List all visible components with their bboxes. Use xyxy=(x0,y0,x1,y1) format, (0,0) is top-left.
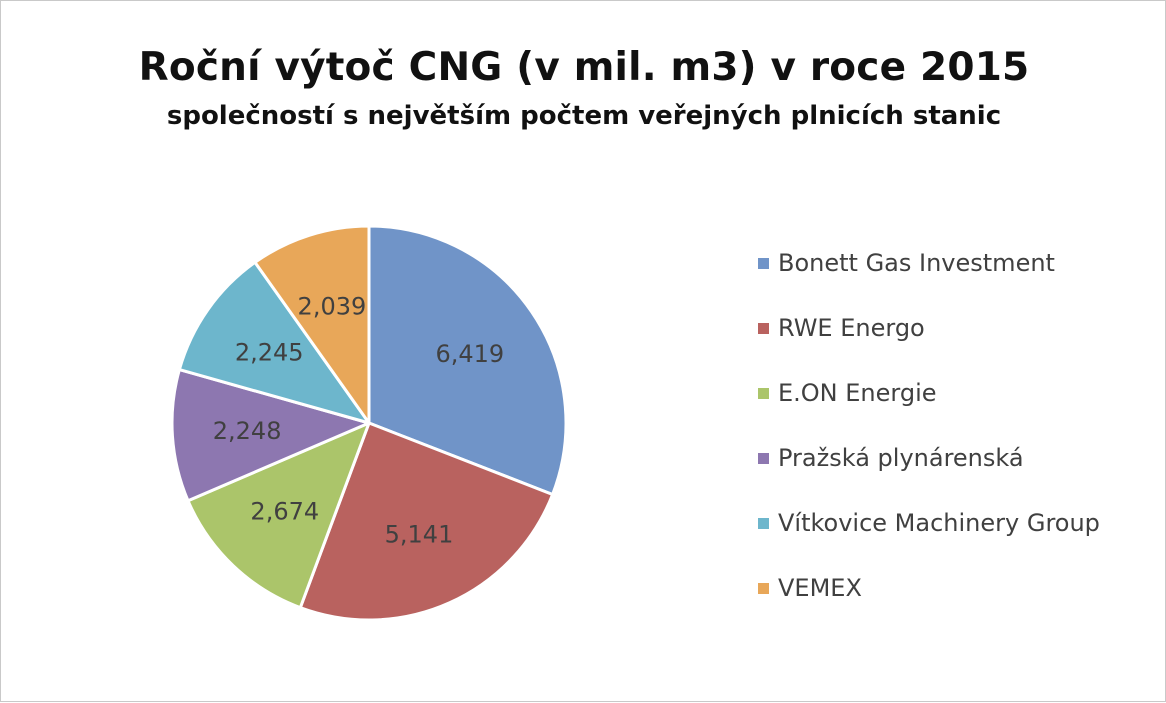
data-label-vemex: 2,039 xyxy=(298,293,367,321)
data-label-bonett-gas-investment: 6,419 xyxy=(435,340,504,368)
legend-swatch xyxy=(758,257,769,269)
pie-slice-rwe-energo xyxy=(298,421,555,622)
legend-label: Bonett Gas Investment xyxy=(778,249,1055,277)
data-label-e-on-energie: 2,674 xyxy=(250,497,319,525)
legend-item-vitkovice-machinery-group: Vítkovice Machinery Group xyxy=(758,503,1100,543)
chart-subtitle: společností s největším počtem veřejných… xyxy=(166,101,1002,131)
legend-item-vemex: VEMEX xyxy=(758,568,862,608)
data-label-rwe-energo: 5,141 xyxy=(385,520,454,548)
legend-label: RWE Energo xyxy=(778,314,925,342)
legend-item-prazska-plynarenska: Pražská plynárenská xyxy=(758,438,1024,478)
legend-label: Pražská plynárenská xyxy=(778,444,1024,472)
pie-slice-prazska-plynarenska xyxy=(170,368,371,503)
data-label-vitkovice-machinery-group: 2,245 xyxy=(235,339,304,367)
legend-swatch xyxy=(758,517,769,529)
pie-slice-e-on-energie xyxy=(186,421,371,610)
pie-slice-vitkovice-machinery-group xyxy=(177,260,371,425)
legend-item-rwe-energo: RWE Energo xyxy=(758,308,925,348)
legend-label: Vítkovice Machinery Group xyxy=(778,509,1100,537)
legend-label: E.ON Energie xyxy=(778,379,937,407)
legend-label: VEMEX xyxy=(778,574,862,602)
legend-swatch xyxy=(758,322,769,334)
legend-swatch xyxy=(758,452,769,464)
legend-item-bonett-gas-investment: Bonett Gas Investment xyxy=(758,243,1055,283)
legend-swatch xyxy=(758,582,769,594)
data-label-prazska-plynarenska: 2,248 xyxy=(213,417,282,445)
legend-item-e-on-energie: E.ON Energie xyxy=(758,373,937,413)
legend-swatch xyxy=(758,387,769,399)
pie-slice-bonett-gas-investment xyxy=(367,224,568,496)
pie-slice-vemex xyxy=(253,224,371,425)
chart-title: Roční výtoč CNG (v mil. m3) v roce 2015 xyxy=(138,45,1030,90)
